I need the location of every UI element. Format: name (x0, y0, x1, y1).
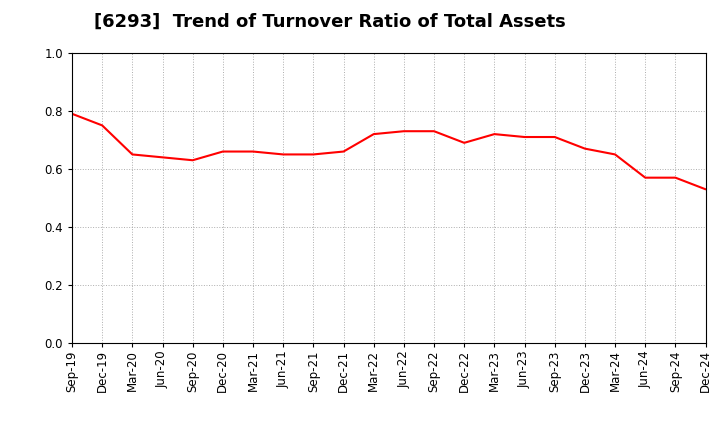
Text: [6293]  Trend of Turnover Ratio of Total Assets: [6293] Trend of Turnover Ratio of Total … (94, 13, 565, 31)
